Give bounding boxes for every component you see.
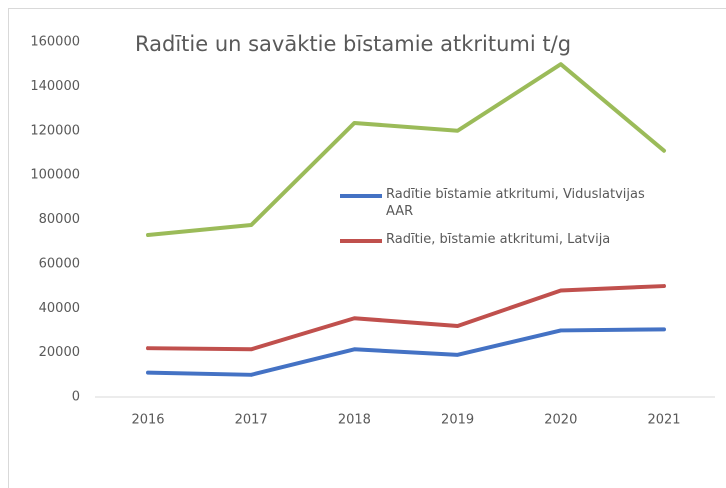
data-line — [146, 327, 666, 377]
legend-item: Radītie, bīstamie atkritumi, Latvija — [340, 231, 670, 248]
data-line — [146, 284, 666, 352]
x-tick-label: 2016 — [131, 413, 164, 428]
x-tick-label: 2021 — [647, 413, 680, 428]
x-tick-label: 2019 — [441, 413, 474, 428]
y-tick-label: 160000 — [30, 35, 80, 50]
x-tick-label: 2017 — [235, 413, 268, 428]
y-tick-label: 40000 — [39, 301, 80, 316]
y-tick-label: 60000 — [39, 256, 80, 271]
x-tick-label: 2018 — [338, 413, 371, 428]
legend-item: Radītie bīstamie atkritumi, Viduslatvija… — [340, 186, 670, 220]
y-tick-label: 120000 — [30, 123, 80, 138]
y-tick-label: 140000 — [30, 79, 80, 94]
y-tick-label: 0 — [72, 390, 80, 405]
legend-label: Radītie, bīstamie atkritumi, Latvija — [386, 232, 611, 247]
y-tick-label: 100000 — [30, 168, 80, 183]
chart-border — [8, 8, 726, 488]
legend-swatch — [340, 239, 382, 243]
legend-label: Radītie bīstamie atkritumi, Viduslatvija… — [386, 187, 645, 219]
y-tick-label: 80000 — [39, 212, 80, 227]
legend-swatch — [340, 194, 382, 198]
chart-title: Radītie un savāktie bīstamie atkritumi t… — [135, 32, 571, 56]
y-tick-label: 20000 — [39, 345, 80, 360]
data-line — [146, 62, 666, 238]
x-tick-label: 2020 — [544, 413, 577, 428]
